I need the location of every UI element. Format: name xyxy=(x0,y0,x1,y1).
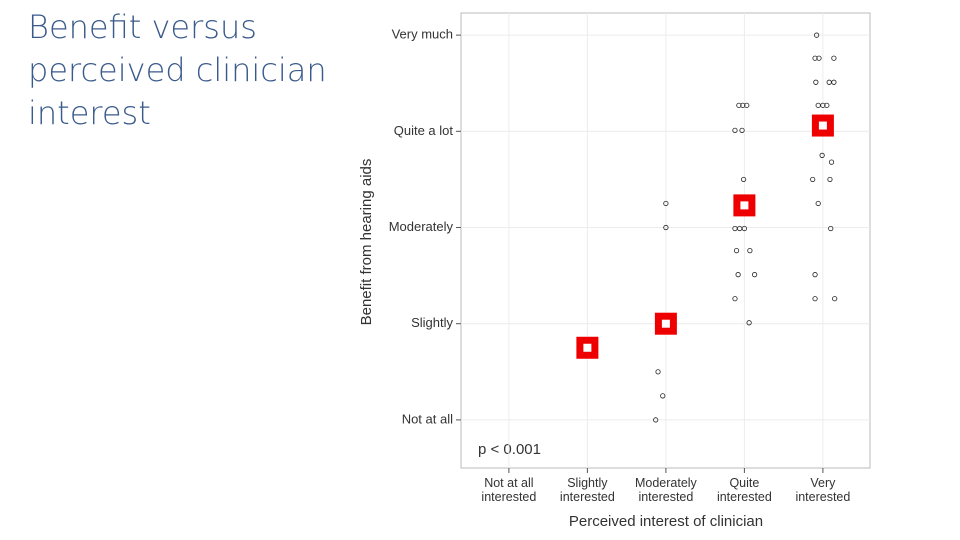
point xyxy=(744,102,750,108)
point xyxy=(819,152,825,158)
point xyxy=(828,159,835,165)
point xyxy=(820,102,826,108)
point xyxy=(812,55,818,61)
point xyxy=(814,32,820,38)
summary-marker xyxy=(733,194,756,217)
point xyxy=(828,225,834,232)
point xyxy=(812,296,818,302)
summary-marker xyxy=(654,312,677,335)
point xyxy=(653,417,659,423)
point xyxy=(831,79,837,85)
point xyxy=(655,369,661,375)
y-tick-label: Quite a lot xyxy=(394,123,454,138)
x-axis-title: Perceived interest of clinician xyxy=(569,513,763,530)
point xyxy=(812,272,818,278)
slide-title: Benefit versus perceived clinician inter… xyxy=(28,8,327,132)
point xyxy=(831,55,837,61)
point xyxy=(740,102,746,108)
point xyxy=(741,225,747,232)
y-tick-label: Very much xyxy=(392,27,453,42)
x-tick-label: Not at all interested xyxy=(481,476,537,504)
point xyxy=(735,272,741,278)
y-tick-label: Slightly xyxy=(411,315,453,330)
summary-marker xyxy=(811,114,834,137)
point xyxy=(660,393,666,399)
y-tick-label: Not at all xyxy=(402,411,453,426)
x-tick-label: Very interested xyxy=(795,476,851,504)
point xyxy=(752,272,758,278)
point xyxy=(813,79,819,85)
point xyxy=(663,224,669,231)
y-tick-label: Moderately xyxy=(389,219,454,234)
x-tick-label: Slightly interested xyxy=(559,476,615,504)
point xyxy=(732,296,738,302)
point xyxy=(816,55,822,61)
point xyxy=(824,102,830,108)
x-tick-label: Quite interested xyxy=(716,476,772,504)
point xyxy=(810,176,816,183)
point xyxy=(736,102,742,108)
point xyxy=(815,200,821,207)
point xyxy=(827,176,833,183)
summary-marker xyxy=(576,336,599,359)
point xyxy=(741,176,747,183)
point xyxy=(739,127,745,133)
y-axis-title: Benefit from hearing aids xyxy=(358,159,375,326)
point xyxy=(663,200,669,207)
point xyxy=(832,296,838,302)
point xyxy=(733,248,740,254)
point xyxy=(746,320,752,326)
x-tick-label: Moderately interested xyxy=(634,476,697,504)
point xyxy=(747,248,753,254)
annotation: p < 0.001 xyxy=(478,441,541,458)
point xyxy=(732,127,738,133)
